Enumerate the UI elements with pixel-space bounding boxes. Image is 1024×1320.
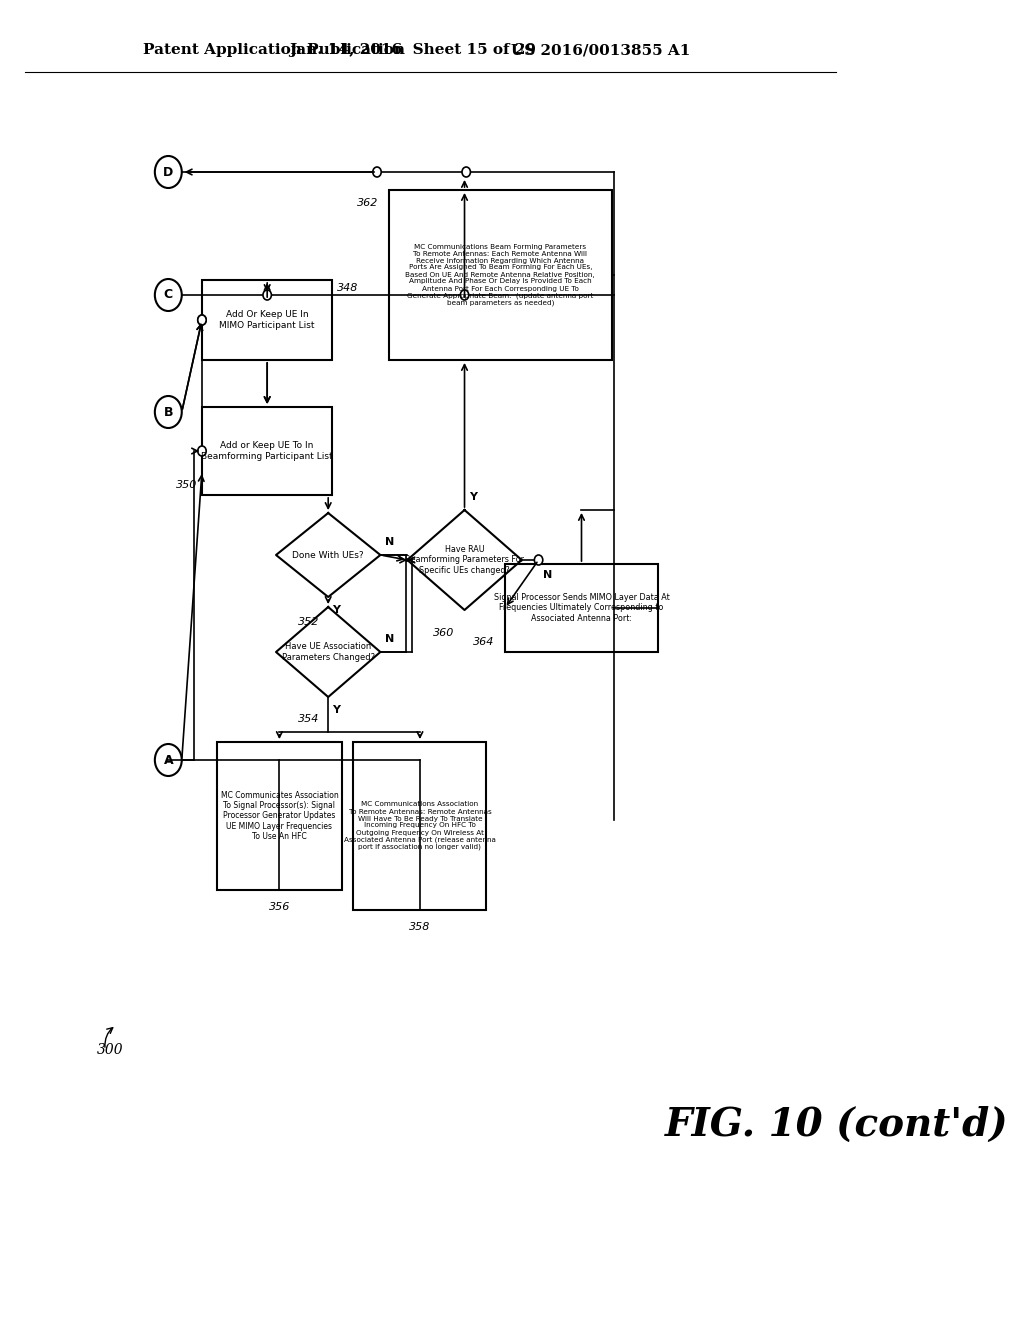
Text: Y: Y bbox=[333, 605, 340, 615]
Circle shape bbox=[155, 396, 182, 428]
Polygon shape bbox=[408, 510, 522, 610]
Text: Have RAU
Beamforming Parameters For
Specific UEs changed?: Have RAU Beamforming Parameters For Spec… bbox=[406, 545, 524, 576]
Bar bbox=[217, 742, 342, 890]
Text: 354: 354 bbox=[298, 714, 319, 723]
Circle shape bbox=[155, 156, 182, 187]
Circle shape bbox=[535, 554, 543, 565]
Text: Signal Processor Sends MIMO Layer Data At
Frequencies Ultimately Corresponding t: Signal Processor Sends MIMO Layer Data A… bbox=[494, 593, 670, 623]
Bar bbox=[353, 742, 486, 909]
Text: Add Or Keep UE In
MIMO Participant List: Add Or Keep UE In MIMO Participant List bbox=[219, 310, 315, 330]
Text: 356: 356 bbox=[268, 902, 290, 912]
Circle shape bbox=[198, 446, 206, 455]
Text: N: N bbox=[385, 537, 394, 546]
Polygon shape bbox=[276, 607, 380, 697]
Text: Have UE Association
Parameters Changed?: Have UE Association Parameters Changed? bbox=[282, 643, 375, 661]
Text: 364: 364 bbox=[473, 638, 495, 647]
Text: 300: 300 bbox=[97, 1043, 124, 1057]
Circle shape bbox=[373, 168, 381, 177]
Bar bbox=[389, 190, 611, 360]
Text: MC Communications Beam Forming Parameters
To Remote Antennas: Each Remote Antenn: MC Communications Beam Forming Parameter… bbox=[406, 243, 595, 306]
Text: 358: 358 bbox=[410, 921, 431, 932]
Bar bbox=[202, 280, 333, 360]
Circle shape bbox=[263, 290, 271, 300]
Text: 348: 348 bbox=[337, 282, 358, 293]
Circle shape bbox=[198, 315, 206, 325]
Text: A: A bbox=[164, 754, 173, 767]
Text: D: D bbox=[163, 165, 173, 178]
Circle shape bbox=[155, 744, 182, 776]
Text: 362: 362 bbox=[357, 198, 379, 209]
Text: B: B bbox=[164, 405, 173, 418]
Text: MC Communicates Association
To Signal Processor(s): Signal
Processor Generator U: MC Communicates Association To Signal Pr… bbox=[220, 791, 338, 841]
Text: Done With UEs?: Done With UEs? bbox=[293, 550, 364, 560]
Text: Jan. 14, 2016  Sheet 15 of 29: Jan. 14, 2016 Sheet 15 of 29 bbox=[289, 44, 536, 57]
Polygon shape bbox=[276, 513, 380, 597]
Text: 360: 360 bbox=[433, 628, 455, 638]
Text: Y: Y bbox=[333, 705, 340, 715]
Bar bbox=[505, 564, 658, 652]
Text: N: N bbox=[385, 634, 394, 644]
Circle shape bbox=[198, 315, 206, 325]
Text: MC Communications Association
To Remote Antennas: Remote Antennas
Will Have To B: MC Communications Association To Remote … bbox=[344, 801, 496, 850]
Circle shape bbox=[155, 279, 182, 312]
Text: C: C bbox=[164, 289, 173, 301]
Text: 352: 352 bbox=[298, 616, 319, 627]
Text: Y: Y bbox=[469, 492, 477, 502]
Text: FIG. 10 (cont'd): FIG. 10 (cont'd) bbox=[665, 1106, 1009, 1144]
Bar bbox=[202, 407, 333, 495]
Text: Patent Application Publication: Patent Application Publication bbox=[143, 44, 406, 57]
Text: US 2016/0013855 A1: US 2016/0013855 A1 bbox=[511, 44, 690, 57]
Text: N: N bbox=[543, 570, 552, 579]
Circle shape bbox=[461, 290, 469, 300]
Text: 350: 350 bbox=[176, 480, 198, 490]
Circle shape bbox=[462, 168, 470, 177]
Text: Add or Keep UE To In
Beamforming Participant List: Add or Keep UE To In Beamforming Partici… bbox=[202, 441, 333, 461]
